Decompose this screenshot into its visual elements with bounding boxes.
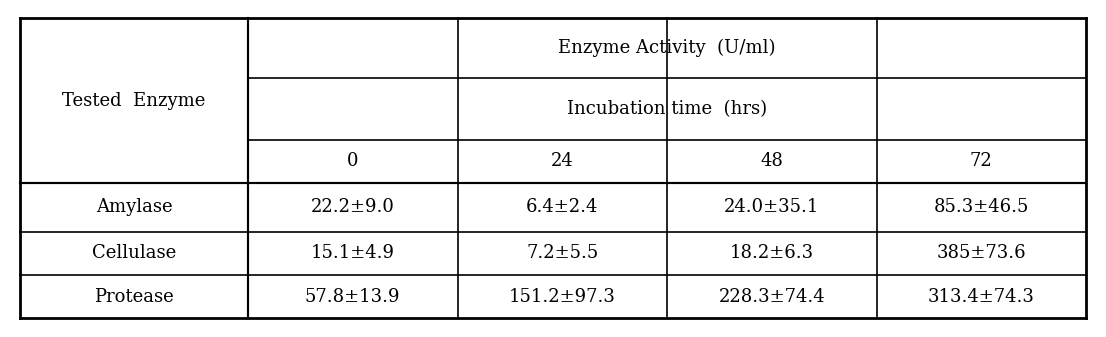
- Text: 18.2±6.3: 18.2±6.3: [730, 245, 814, 263]
- Text: 228.3±74.4: 228.3±74.4: [719, 287, 825, 306]
- Text: 85.3±46.5: 85.3±46.5: [933, 198, 1029, 216]
- Text: 24: 24: [551, 153, 574, 171]
- Text: 48: 48: [760, 153, 783, 171]
- Text: 24.0±35.1: 24.0±35.1: [724, 198, 820, 216]
- Text: 15.1±4.9: 15.1±4.9: [311, 245, 395, 263]
- Text: 385±73.6: 385±73.6: [937, 245, 1026, 263]
- Text: 151.2±97.3: 151.2±97.3: [509, 287, 616, 306]
- Text: Cellulase: Cellulase: [92, 245, 176, 263]
- Text: 72: 72: [970, 153, 992, 171]
- Text: 0: 0: [347, 153, 358, 171]
- Text: Amylase: Amylase: [96, 198, 173, 216]
- Text: 7.2±5.5: 7.2±5.5: [526, 245, 598, 263]
- Text: Incubation time  (hrs): Incubation time (hrs): [567, 100, 768, 118]
- Text: 22.2±9.0: 22.2±9.0: [311, 198, 395, 216]
- Text: 313.4±74.3: 313.4±74.3: [928, 287, 1035, 306]
- Text: 57.8±13.9: 57.8±13.9: [305, 287, 400, 306]
- Text: Tested  Enzyme: Tested Enzyme: [62, 92, 206, 110]
- Text: Protease: Protease: [94, 287, 174, 306]
- Text: Enzyme Activity  (U/ml): Enzyme Activity (U/ml): [559, 39, 775, 57]
- Text: 6.4±2.4: 6.4±2.4: [526, 198, 598, 216]
